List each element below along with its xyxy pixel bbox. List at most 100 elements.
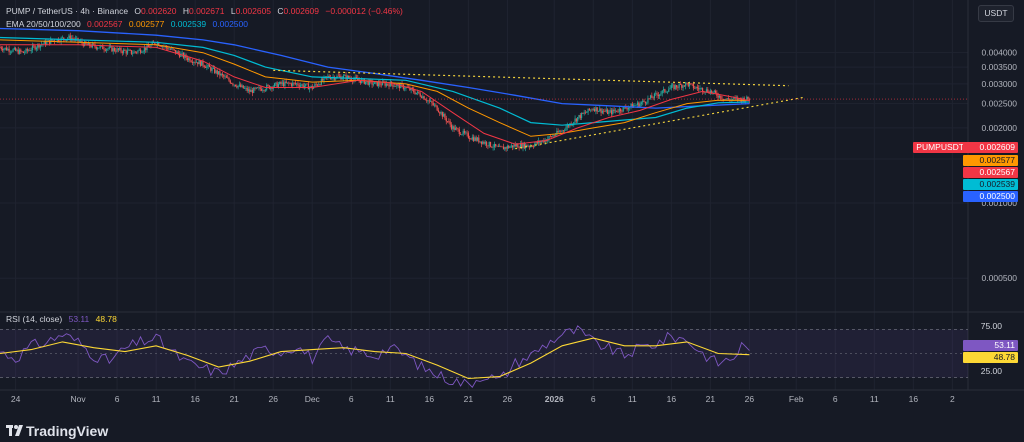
candle-body	[454, 127, 456, 130]
candle-body	[620, 108, 622, 112]
candle-body	[636, 102, 639, 106]
candle-body	[656, 93, 658, 95]
candle-body	[379, 82, 381, 85]
candle-body	[156, 42, 159, 45]
candle-body	[634, 105, 636, 106]
candle-body	[703, 91, 705, 93]
ema20-price-tag: 0.002567	[963, 167, 1018, 178]
candle-body	[29, 50, 31, 51]
ema100-price-tag: 0.002539	[963, 179, 1018, 190]
candle-body	[2, 49, 4, 51]
candle-body	[263, 90, 265, 91]
candle-body	[111, 46, 113, 52]
candle-body	[223, 75, 225, 77]
candle-body	[579, 115, 581, 119]
rsi-line	[0, 325, 750, 388]
candle-body	[234, 84, 237, 87]
candle-body	[74, 38, 77, 40]
candle-body	[694, 88, 696, 89]
candle-body	[665, 91, 667, 93]
y-tick-label: 0.001000	[982, 198, 1018, 208]
candle-body	[329, 77, 332, 80]
candle-body	[474, 137, 476, 141]
candle-body	[116, 48, 118, 52]
candle-body	[3, 48, 5, 51]
candle-body	[574, 118, 576, 123]
y-tick-label: 0.002000	[982, 123, 1018, 133]
candle-body	[476, 137, 479, 141]
candle-body	[580, 112, 583, 119]
candle-body	[618, 108, 620, 112]
rsi-label: RSI (14, close)	[6, 314, 63, 324]
candle-body	[738, 97, 740, 101]
candle-body	[142, 51, 144, 53]
candle-body	[26, 48, 28, 51]
candle-body	[514, 144, 516, 147]
candle-body	[409, 87, 411, 91]
candle-body	[389, 81, 391, 87]
candle-body	[86, 43, 88, 45]
candle-body	[309, 87, 311, 90]
candle-body	[699, 88, 701, 90]
candle-body	[597, 110, 600, 112]
candle-body	[707, 89, 709, 93]
candle-body	[728, 98, 730, 100]
candle-body	[87, 42, 90, 45]
candle-body	[523, 143, 525, 149]
candle-body	[678, 83, 680, 88]
candle-body	[704, 92, 706, 93]
candle-body	[236, 86, 238, 88]
candle-body	[489, 141, 492, 147]
candle-body	[103, 49, 105, 50]
candle-body	[582, 112, 584, 114]
ema-legend[interactable]: EMA 20/50/100/200 0.002567 0.002577 0.00…	[6, 19, 252, 30]
candle-body	[448, 121, 450, 122]
candle-body	[733, 97, 735, 100]
candle-body	[365, 81, 367, 84]
candle-body	[260, 88, 263, 91]
candle-body	[714, 90, 717, 93]
rsi-legend[interactable]: RSI (14, close) 53.11 48.78	[6, 314, 121, 325]
candle-body	[72, 38, 74, 39]
tradingview-logo[interactable]: TradingView	[6, 423, 108, 439]
candle-body	[480, 141, 482, 144]
candle-body	[685, 82, 687, 87]
candle-body	[551, 136, 553, 137]
symbol-title[interactable]: PUMP / TetherUS · 4h · Binance	[6, 6, 129, 16]
candle-body	[15, 48, 17, 51]
candle-body	[227, 77, 229, 79]
candle-body	[655, 93, 657, 94]
candle-body	[532, 146, 535, 148]
candle-body	[748, 99, 751, 101]
candle-body	[303, 85, 306, 88]
candle-body	[228, 78, 230, 81]
candle-body	[690, 83, 692, 85]
candle-body	[625, 106, 627, 109]
candle-body	[587, 108, 589, 113]
candle-body	[670, 85, 672, 89]
candle-body	[176, 51, 178, 54]
open-label: O	[134, 6, 142, 16]
currency-button[interactable]: USDT	[978, 5, 1014, 22]
candle-body	[397, 84, 399, 85]
candle-body	[98, 47, 100, 49]
candle-body	[649, 95, 652, 99]
x-tick-label: 11	[152, 394, 161, 404]
candle-body	[48, 40, 51, 44]
candle-body	[13, 48, 15, 50]
candle-body	[661, 90, 663, 94]
candle-body	[229, 80, 231, 84]
candle-body	[488, 141, 490, 147]
candle-body	[644, 101, 646, 104]
rsi-axis-25: 25.00	[980, 366, 1002, 376]
x-tick-label: Nov	[71, 394, 87, 404]
candle-body	[510, 145, 512, 147]
candle-body	[197, 62, 199, 65]
candle-body	[188, 58, 190, 61]
candle-body	[206, 66, 208, 68]
candle-body	[368, 80, 371, 85]
candle-body	[169, 48, 172, 50]
candle-body	[422, 96, 424, 98]
candle-body	[713, 90, 715, 92]
